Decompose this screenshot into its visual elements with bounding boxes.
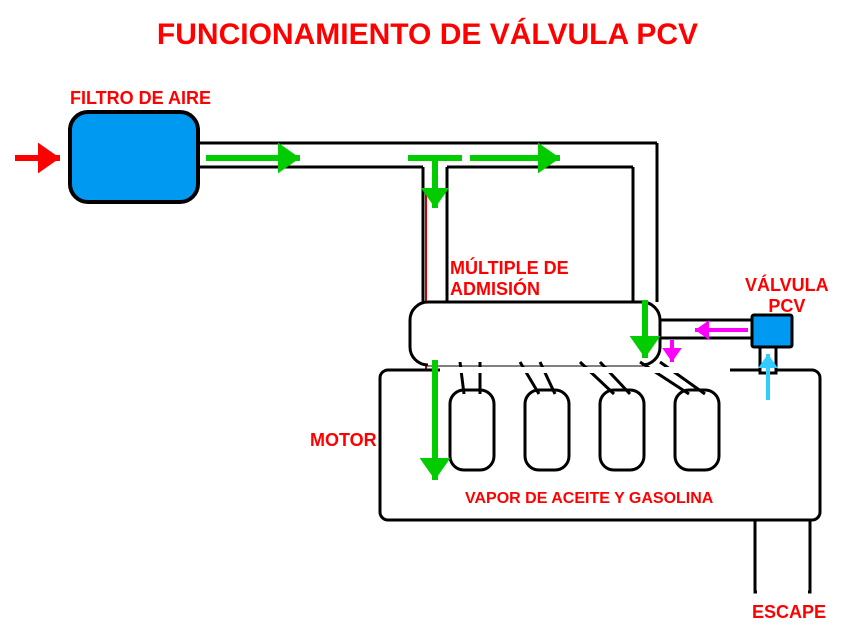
label-motor: MOTOR — [310, 430, 377, 451]
diagram-title: FUNCIONAMIENTO DE VÁLVULA PCV — [0, 18, 855, 52]
label-escape: ESCAPE — [752, 602, 826, 623]
label-vapor: VAPOR DE ACEITE Y GASOLINA — [465, 490, 713, 508]
label-filtro-de-aire: FILTRO DE AIRE — [70, 88, 211, 109]
label-multiple-admision: MÚLTIPLE DE ADMISIÓN — [450, 258, 569, 300]
diagram-stage: FUNCIONAMIENTO DE VÁLVULA PCV FILTRO DE … — [0, 0, 855, 632]
label-valvula-pcv: VÁLVULA PCV — [745, 275, 829, 317]
